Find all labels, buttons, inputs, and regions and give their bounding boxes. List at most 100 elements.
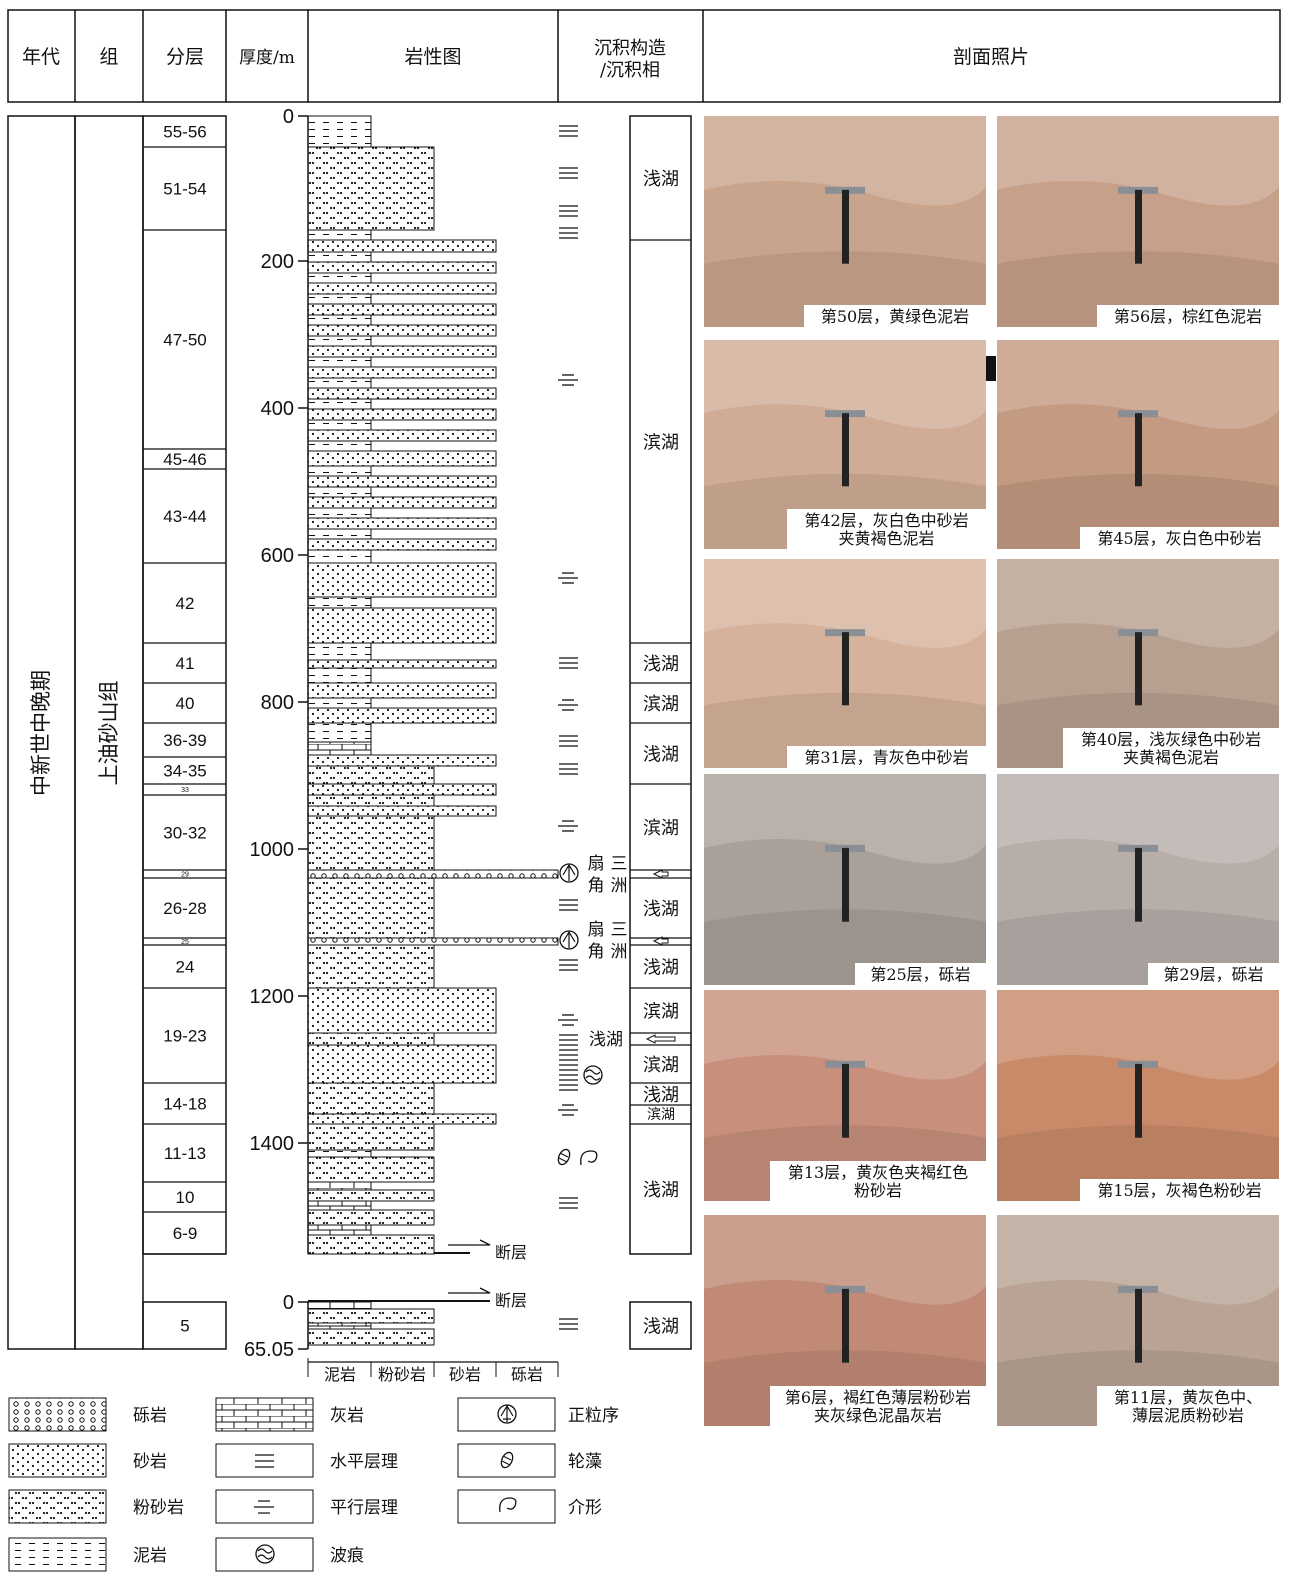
photo-caption-bg (787, 509, 986, 549)
fault-markers: 断层 断层 (308, 1239, 527, 1310)
lith-bed-mud (307, 507, 372, 519)
thickness-scale: 0 200 400 600 800 1000 1200 1400 0 65.05 (244, 106, 309, 1361)
lith-bed-mud (307, 722, 372, 743)
facies-label: 浅湖 (643, 169, 679, 190)
scale-tick-label: 200 (261, 251, 294, 273)
section-photo: 第50层，黄绿色泥岩 (704, 116, 986, 327)
photo-caption: 第31层，青灰色中砂岩 (804, 748, 968, 767)
facies-label: 滨湖 (643, 818, 679, 839)
legend-sandstone: 砂岩 (133, 1452, 167, 1472)
lith-bed-lime (307, 1224, 372, 1236)
lith-bed-mud (307, 272, 372, 284)
side-shallow-lake: 浅湖 (589, 1030, 623, 1050)
hammer-handle (842, 847, 849, 922)
icon-ring (583, 1065, 603, 1085)
header-era: 年代 (22, 46, 60, 68)
layer-label: 45-46 (163, 450, 206, 469)
lith-bed-cong (307, 937, 559, 946)
facies-label: 浅湖 (643, 1180, 679, 1201)
formation-value: 上油砂山组 (97, 681, 121, 786)
facies-label: 浅湖 (643, 1085, 679, 1106)
fan-delta-2-b: 三 (611, 920, 628, 940)
lith-bed-sand (307, 707, 497, 724)
horizontal-bedding-icon (559, 1079, 578, 1091)
scale-tick-label: 1200 (250, 986, 295, 1008)
hammer-handle (842, 413, 849, 487)
photo-highlight (704, 116, 986, 206)
scale-tick-label: 1400 (250, 1133, 295, 1155)
lith-bed-mud (307, 419, 372, 431)
hammer-handle (1135, 1288, 1142, 1363)
section-photo: 第15层，灰褐色粉砂岩 (997, 990, 1279, 1201)
layer-label: 41 (176, 654, 195, 673)
lith-bed-sand (307, 805, 497, 817)
legend-normal-grading: 正粒序 (568, 1406, 619, 1426)
photo-caption-bg (1097, 305, 1279, 327)
normal-grading-icon (559, 863, 579, 883)
hammer-icon (825, 629, 865, 706)
lith-bed-mud (307, 398, 372, 410)
ripple-icon (255, 1544, 275, 1564)
horizontal-bedding-icon (559, 205, 578, 217)
facies-label: 浅湖 (643, 899, 679, 920)
header-structure-1: 沉积构造 (594, 38, 666, 59)
lith-bed-sand (307, 783, 497, 796)
photo-caption: 第50层，黄绿色泥岩 (821, 307, 969, 326)
axis-mudstone: 泥岩 (324, 1365, 356, 1384)
hammer-handle (842, 189, 849, 264)
photo-caption: 第45层，灰白色中砂岩 (1097, 529, 1261, 548)
layer-label: 29 (181, 872, 189, 879)
lith-bed-mud (307, 528, 372, 540)
parallel-bedding-icon (558, 572, 578, 584)
fan-delta-2-d: 洲 (611, 942, 628, 962)
lith-bed-mud (307, 115, 372, 148)
photo-highlight (997, 990, 1279, 1080)
lith-bed-sand (307, 659, 497, 669)
header-layers: 分层 (166, 46, 204, 68)
header-lithology: 岩性图 (404, 46, 461, 68)
photo-grid: 第50层，黄绿色泥岩 第56层，棕红色泥岩第42层，灰白色中砂岩夹黄褐色泥岩第45… (704, 116, 1279, 1426)
hammer-handle (1135, 413, 1142, 487)
photo-caption-bg (855, 963, 986, 985)
lith-bed-silt (307, 146, 435, 231)
lith-bed-sand (307, 538, 497, 551)
charophyte-icon (557, 1148, 571, 1166)
lithology-axis: 泥岩 粉砂岩 砂岩 砾岩 (307, 1358, 559, 1384)
photo-caption: 第56层，棕红色泥岩 (1114, 307, 1262, 326)
lith-bed-mud (307, 293, 372, 305)
hammer-handle (1135, 189, 1142, 264)
photo-caption-bg (1097, 1386, 1279, 1426)
facies-label: 滨湖 (643, 1055, 679, 1076)
hammer-icon (1118, 410, 1158, 487)
icon-shell (580, 1150, 598, 1166)
facies-label: 浅湖 (643, 745, 679, 766)
horizontal-bedding-icon (559, 657, 578, 669)
lith-bed-mud (307, 356, 372, 368)
lith-bed-sand (307, 282, 497, 295)
lith-bed-sand (307, 682, 497, 699)
scale-tick-label: 400 (261, 398, 294, 420)
photo-caption: 粉砂岩 (854, 1181, 902, 1200)
photo-caption-bg (1080, 527, 1279, 549)
hammer-handle (842, 632, 849, 706)
photo-highlight (997, 1215, 1279, 1305)
layer-label: 30-32 (163, 824, 206, 843)
normal-grading-icon (497, 1404, 517, 1424)
horizontal-bedding-icon (559, 1034, 578, 1046)
layer-5-frame (142, 1301, 227, 1350)
legend-horizontal-bedding: 水平层理 (330, 1452, 398, 1472)
parallel-bedding-icon (558, 1014, 578, 1026)
legend-conglomerate: 砾岩 (133, 1406, 167, 1426)
table-header: 年代 组 分层 厚度/m 岩性图 沉积构造 /沉积相 剖面照片 (7, 9, 1281, 103)
horizontal-bedding-icon (559, 1049, 578, 1061)
lith-bed-mud (307, 251, 372, 263)
layer-label: 19-23 (163, 1027, 206, 1046)
lith-bed-mud (307, 1149, 372, 1158)
normal-grading-icon (559, 930, 579, 950)
icon-arrow (562, 863, 576, 881)
lith-bed-sand (307, 475, 497, 488)
scale-tick-label: 600 (261, 545, 294, 567)
photo-caption: 第40层，浅灰绿色中砂岩 (1081, 730, 1261, 749)
